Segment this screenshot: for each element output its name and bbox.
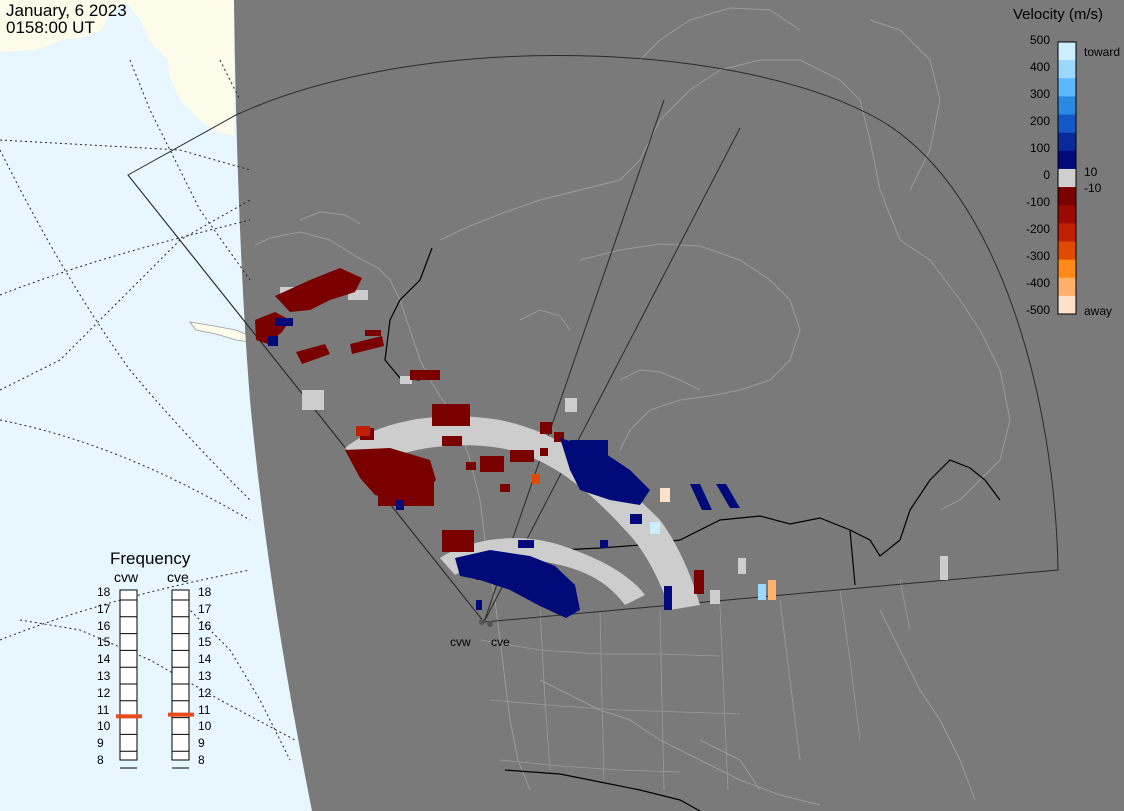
frequency-tick-label: 16: [198, 618, 212, 633]
velocity-tick-label: -200: [1025, 222, 1050, 236]
frequency-ticks: [120, 599, 189, 769]
frequency-radar-cvw: cvw: [114, 569, 139, 585]
velocity-tick-label: -400: [1025, 276, 1050, 290]
colorbar-segment: [1058, 187, 1076, 206]
frequency-marker-cve: [168, 712, 194, 717]
frequency-tick-label: 15: [97, 635, 111, 650]
frequency-tick-label: 18: [198, 585, 212, 599]
frequency-tick-label: 16: [97, 618, 111, 633]
frequency-title: Frequency: [110, 549, 191, 568]
velocity-extreme-cells: [356, 426, 776, 600]
frequency-tick-label: 13: [97, 669, 111, 683]
velocity-colorbar-frame: [1057, 41, 1077, 315]
frequency-tick-label: 12: [198, 685, 212, 700]
radar-site-cvw: [479, 619, 485, 625]
frequency-tick-label: 13: [198, 669, 212, 683]
frequency-marker-cvw: [116, 714, 142, 719]
colorbar-segment: [1058, 241, 1076, 261]
velocity-tick-label: -500: [1025, 303, 1050, 317]
colorbar-segment: [1058, 42, 1076, 61]
frequency-tick-label: 17: [198, 601, 212, 616]
time-label: 0158:00 UT: [6, 18, 95, 37]
away-label: away: [1084, 304, 1113, 318]
colorbar-segment: [1058, 150, 1076, 170]
frequency-tick-label: 14: [198, 652, 212, 667]
colorbar-segment: [1058, 60, 1076, 79]
frequency-tick-label: 12: [97, 685, 111, 700]
velocity-tick-label: 0: [1043, 168, 1050, 182]
colorbar-segment: [1058, 168, 1076, 188]
velocity-colorbar: [1058, 42, 1076, 315]
frequency-tick-label: 9: [198, 736, 205, 751]
velocity-toward-cells: [268, 318, 740, 618]
band-label-upper: 10: [1084, 165, 1098, 179]
radar-label-cve: cve: [491, 635, 510, 649]
velocity-tick-label: 200: [1029, 114, 1050, 128]
state-lines: [479, 579, 911, 791]
velocity-legend-title: Velocity (m/s): [1013, 6, 1104, 23]
frequency-tick-label: 8: [198, 753, 205, 767]
colorbar-segment: [1058, 223, 1076, 242]
frequency-tick-label: 10: [198, 719, 212, 734]
colorbar-segment: [1058, 132, 1076, 152]
frequency-radar-cve: cve: [167, 569, 189, 585]
night-mask: [234, 0, 1124, 811]
toward-label: toward: [1084, 45, 1121, 59]
alaska-land: [0, 0, 234, 136]
colorbar-segment: [1058, 259, 1076, 279]
frequency-tick-label: 11: [198, 702, 211, 717]
frequency-tick-label: 11: [97, 702, 110, 717]
colorbar-segment: [1058, 114, 1076, 134]
velocity-tick-label: 100: [1029, 141, 1050, 155]
date-label: January, 6 2023: [6, 1, 127, 20]
frequency-tick-label: 8: [97, 753, 104, 767]
velocity-tick-label: -100: [1025, 195, 1050, 209]
frequency-tick-label: 9: [97, 736, 104, 751]
radar-label-cvw: cvw: [450, 635, 471, 649]
velocity-tick-label: 500: [1029, 33, 1050, 47]
band-label-lower: -10: [1084, 181, 1102, 195]
frequency-tick-label: 15: [198, 635, 212, 650]
frequency-tick-label: 18: [97, 585, 111, 599]
grid-lines: [0, 59, 296, 761]
velocity-tick-label: -300: [1025, 249, 1050, 263]
colorbar-segment: [1058, 205, 1076, 224]
frequency-tick-label: 10: [97, 719, 111, 734]
colorbar-segment: [1058, 277, 1076, 297]
velocity-tick-label: 400: [1029, 60, 1050, 74]
colorbar-segment: [1058, 295, 1076, 315]
colorbar-segment: [1058, 96, 1076, 116]
velocity-tick-label: 300: [1029, 87, 1050, 101]
radar-site-cve: [487, 621, 493, 627]
frequency-tick-label: 14: [97, 652, 111, 667]
colorbar-segment: [1058, 78, 1076, 97]
frequency-tick-label: 17: [97, 601, 111, 616]
